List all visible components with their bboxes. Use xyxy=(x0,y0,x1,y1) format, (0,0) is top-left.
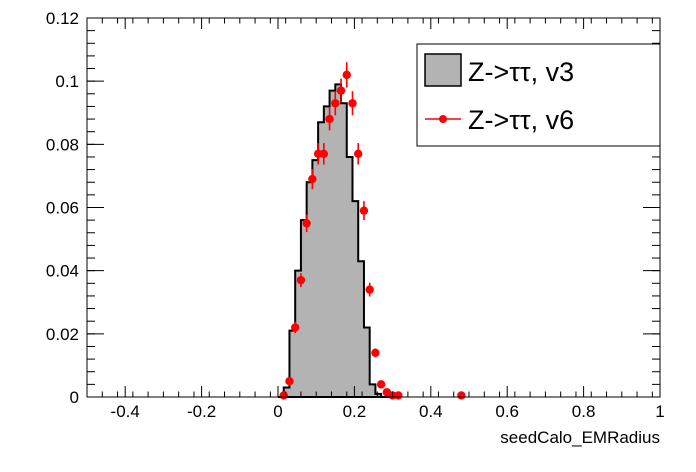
data-point xyxy=(279,391,288,400)
x-tick-label: 0.8 xyxy=(572,402,596,421)
data-point xyxy=(394,391,403,400)
data-point xyxy=(376,380,386,389)
legend-marker-v6 xyxy=(439,115,447,123)
legend-label-v3: Z->ττ, v3 xyxy=(468,57,574,87)
y-tick-label: 0.12 xyxy=(46,9,79,28)
data-point xyxy=(457,391,466,400)
x-axis-title: seedCalo_EMRadius xyxy=(500,428,660,447)
data-point xyxy=(302,219,311,228)
y-tick-label: 0 xyxy=(70,388,79,407)
y-tick-label: 0.02 xyxy=(46,325,79,344)
points-layer xyxy=(279,62,466,400)
y-tick-label: 0.1 xyxy=(55,72,79,91)
y-tick-label: 0.08 xyxy=(46,135,79,154)
data-point xyxy=(359,206,369,215)
histogram-v3 xyxy=(278,83,393,398)
data-point xyxy=(308,174,317,184)
legend: Z->ττ, v3 Z->ττ, v6 xyxy=(416,43,661,147)
legend-label-v6: Z->ττ, v6 xyxy=(468,105,574,135)
data-point xyxy=(319,149,329,159)
x-tick-label: -0.2 xyxy=(187,402,216,421)
data-point xyxy=(336,86,346,95)
data-point xyxy=(325,114,334,124)
x-tick-label: 0.6 xyxy=(495,402,519,421)
data-point xyxy=(342,70,351,80)
y-tick-label: 0.04 xyxy=(46,262,79,281)
data-point xyxy=(285,377,294,386)
data-point xyxy=(296,275,306,285)
data-point xyxy=(290,323,300,332)
x-tick-label: 0 xyxy=(273,402,282,421)
x-tick-label: 1 xyxy=(655,402,664,421)
histogram-layer xyxy=(278,83,393,398)
x-tick-label: -0.4 xyxy=(111,402,140,421)
data-point xyxy=(348,99,357,108)
data-point xyxy=(331,99,340,108)
x-tick-label: 0.2 xyxy=(343,402,367,421)
data-point xyxy=(354,149,363,159)
x-tick-label: 0.4 xyxy=(419,402,443,421)
y-tick-label: 0.06 xyxy=(46,199,79,218)
data-point xyxy=(365,285,374,294)
ticks-layer: -0.4 -0.2 0 0.2 0.4 0.6 0.8 1 0 0.02 0.04 0.06 0.08 0… xyxy=(46,9,665,421)
data-point xyxy=(371,348,380,357)
legend-swatch-v3 xyxy=(424,53,462,87)
